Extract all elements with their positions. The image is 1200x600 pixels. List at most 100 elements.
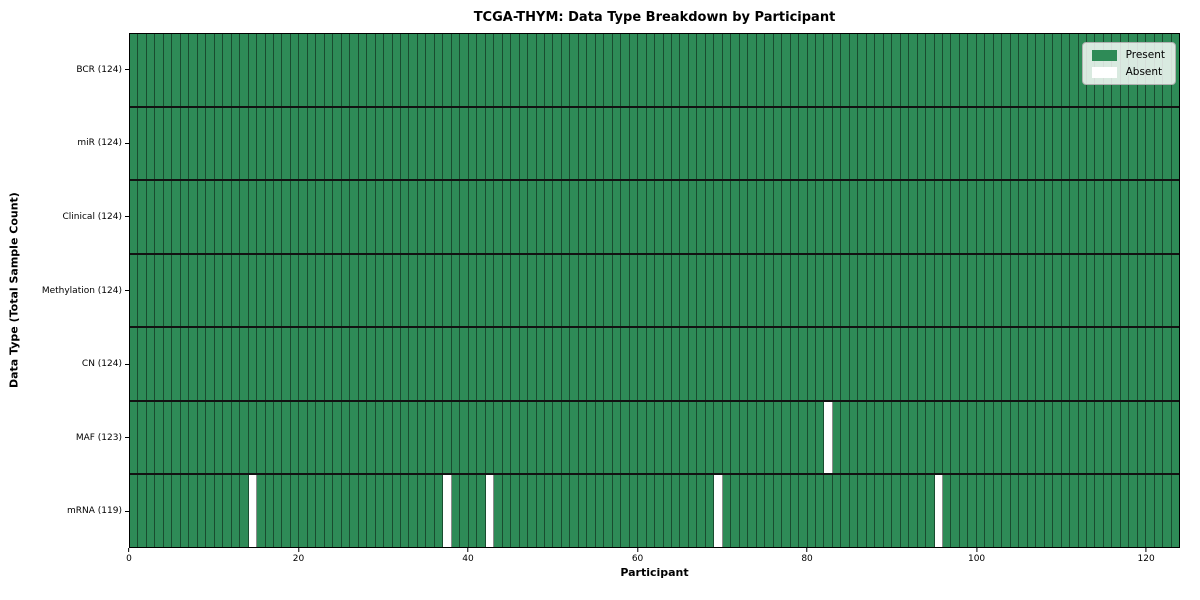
heatmap-cell-present	[570, 107, 579, 180]
heatmap-cell-present	[1053, 181, 1062, 253]
y-tick-mark	[125, 216, 129, 218]
heatmap-cell-present	[257, 475, 266, 548]
heatmap-cell-present	[1095, 181, 1104, 253]
heatmap-cell-present	[892, 181, 901, 253]
heatmap-cell-present	[782, 254, 791, 327]
heatmap-cell-present	[832, 401, 842, 474]
heatmap-cell-present	[1103, 328, 1113, 400]
heatmap-cell-present	[705, 181, 715, 253]
heatmap-cell-present	[1103, 181, 1113, 253]
heatmap-cell-present	[502, 401, 512, 474]
heatmap-cell-present	[417, 475, 427, 548]
heatmap-cell-present	[1036, 475, 1045, 548]
heatmap-cell-present	[401, 34, 410, 106]
heatmap-row	[130, 34, 1180, 106]
heatmap-cell-present	[604, 34, 613, 106]
heatmap-cell-present	[739, 181, 749, 253]
heatmap-cell-present	[1053, 34, 1062, 106]
heatmap-cell-present	[401, 107, 410, 180]
heatmap-cell-present	[240, 181, 249, 253]
heatmap-cell-present	[959, 401, 969, 474]
heatmap-cell-present	[1019, 401, 1028, 474]
heatmap-cell-present	[189, 34, 198, 106]
heatmap-cell-present	[477, 34, 486, 106]
heatmap-cell-present	[655, 107, 664, 180]
heatmap-cell-present	[968, 401, 977, 474]
heatmap-cell-present	[138, 34, 147, 106]
heatmap-cell-present	[900, 254, 910, 327]
heatmap-cell-present	[943, 401, 952, 474]
heatmap-cell-present	[993, 181, 1003, 253]
heatmap-cell-present	[748, 34, 757, 106]
heatmap-cell-present	[290, 181, 300, 253]
heatmap-cell-present	[976, 34, 986, 106]
heatmap-cell-present	[832, 328, 842, 400]
heatmap-cell-present	[223, 328, 232, 400]
heatmap-cell-present	[1171, 328, 1180, 400]
heatmap-cell-present	[299, 181, 308, 253]
heatmap-cell-present	[926, 107, 935, 180]
heatmap-cell-present	[697, 254, 706, 327]
heatmap-cell-present	[257, 401, 266, 474]
heatmap-cell-present	[587, 181, 596, 253]
heatmap-cell-present	[612, 328, 622, 400]
heatmap-cell-present	[1019, 328, 1028, 400]
heatmap-cell-present	[841, 181, 850, 253]
heatmap-cell-present	[807, 254, 816, 327]
heatmap-cell-present	[468, 34, 478, 106]
heatmap-cell-present	[172, 34, 181, 106]
heatmap-cell-present	[392, 328, 401, 400]
heatmap-cell-present	[799, 254, 808, 327]
heatmap-cell-present	[197, 34, 207, 106]
heatmap-cell-present	[1002, 34, 1011, 106]
heatmap-cell-present	[1010, 328, 1020, 400]
heatmap-cell-present	[392, 401, 401, 474]
heatmap-cell-present	[951, 328, 960, 400]
heatmap-cell-present	[544, 475, 554, 548]
heatmap-cell-present	[1112, 107, 1121, 180]
heatmap-cell-present	[646, 34, 656, 106]
heatmap-cell-present	[375, 34, 385, 106]
heatmap-cell-present	[231, 107, 241, 180]
heatmap-cell-present	[189, 328, 198, 400]
x-tick-label: 120	[1137, 554, 1155, 564]
heatmap-cell-present	[180, 328, 190, 400]
heatmap-cell-present	[536, 475, 545, 548]
legend-item: Absent	[1091, 66, 1165, 78]
heatmap-cell-present	[544, 181, 554, 253]
heatmap-cell-present	[934, 107, 943, 180]
heatmap-cell-present	[1171, 401, 1180, 474]
heatmap-cell-present	[265, 34, 274, 106]
x-tick: 80	[801, 548, 813, 564]
heatmap-cell-present	[968, 181, 977, 253]
heatmap-cell-present	[273, 328, 283, 400]
heatmap-cell-present	[519, 34, 529, 106]
heatmap-cell-present	[451, 401, 461, 474]
x-tick-label: 40	[462, 554, 474, 564]
heatmap-cell-present	[180, 254, 190, 327]
y-tick: miR (124)	[0, 107, 129, 181]
heatmap-cell-present	[206, 34, 215, 106]
heatmap-cell-present	[1010, 34, 1020, 106]
heatmap-cell-present	[976, 107, 986, 180]
heatmap-cell-present	[587, 254, 596, 327]
heatmap-cell-present	[748, 328, 757, 400]
heatmap-cell-present	[155, 328, 164, 400]
x-tick-label: 20	[292, 554, 305, 564]
heatmap-cell-present	[714, 401, 723, 474]
heatmap-cell-present	[621, 254, 630, 327]
heatmap-cell-present	[494, 254, 503, 327]
heatmap-cell-present	[595, 107, 605, 180]
heatmap-cell-present	[1044, 475, 1054, 548]
heatmap-cell-present	[985, 107, 994, 180]
heatmap-cell-present	[333, 34, 342, 106]
heatmap-cell-present	[934, 328, 943, 400]
heatmap-cell-present	[1154, 401, 1164, 474]
heatmap-cell-present	[790, 181, 800, 253]
heatmap-cell-present	[1163, 107, 1172, 180]
heatmap-cell-present	[993, 34, 1003, 106]
heatmap-cell-present	[875, 254, 884, 327]
heatmap-cell-present	[790, 34, 800, 106]
heatmap-cell-present	[434, 107, 444, 180]
heatmap-cell-present	[985, 181, 994, 253]
